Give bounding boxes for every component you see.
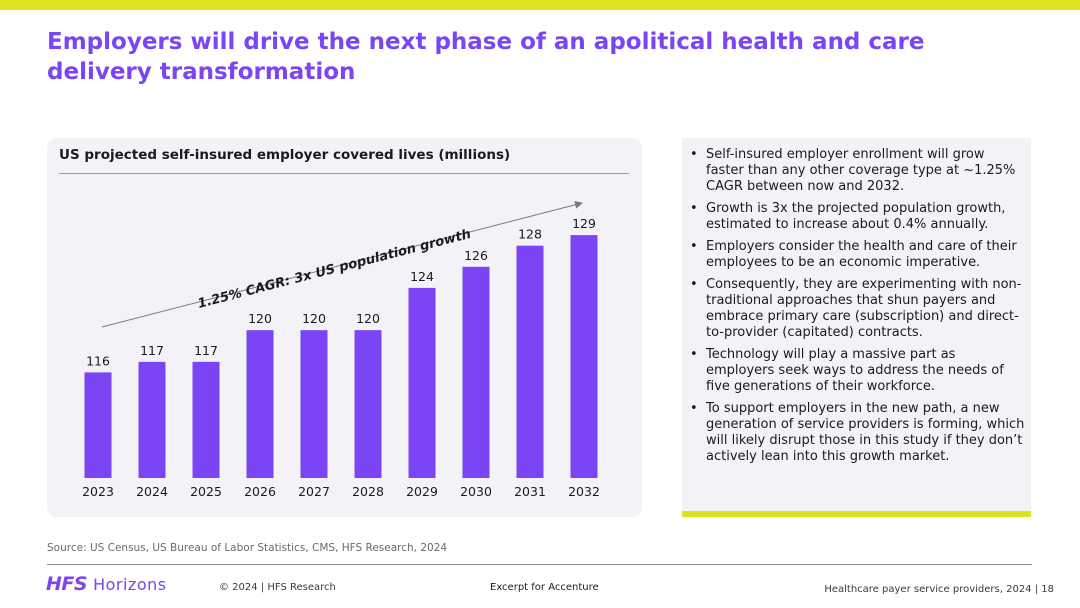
x-tick-2024: 2024 — [136, 484, 168, 499]
hfs-horizons-logo: HFS Horizons — [46, 573, 167, 595]
chart-title: US projected self-insured employer cover… — [59, 147, 511, 163]
chart-panel: US projected self-insured employer cover… — [47, 138, 642, 517]
data-label-2032: 129 — [572, 216, 596, 231]
x-tick-2029: 2029 — [406, 484, 438, 499]
key-points-panel: Self-insured employer enrollment will gr… — [682, 138, 1031, 512]
x-tick-2032: 2032 — [568, 484, 600, 499]
bar-2024 — [138, 361, 166, 478]
key-points-list: Self-insured employer enrollment will gr… — [688, 147, 1025, 471]
data-label-2027: 120 — [302, 311, 326, 326]
x-tick-2023: 2023 — [82, 484, 114, 499]
key-point-item: Technology will play a massive part as e… — [688, 347, 1025, 395]
chart-title-divider — [59, 173, 629, 174]
bar-2031 — [516, 245, 544, 478]
x-tick-2025: 2025 — [190, 484, 222, 499]
data-label-2031: 128 — [518, 227, 542, 242]
x-tick-2030: 2030 — [460, 484, 492, 499]
bar-chart: 116 117 117 120 120 120 124 126 128 129 2023 2024 2… — [82, 200, 600, 499]
copyright-text: © 2024 | HFS Research — [219, 582, 336, 593]
data-label-2028: 120 — [356, 311, 380, 326]
growth-trend-arrow — [101, 200, 583, 328]
data-label-2024: 117 — [140, 343, 164, 358]
footer-divider — [47, 564, 1032, 565]
logo-hfs-text: HFS — [46, 573, 88, 595]
bar-2030 — [462, 266, 490, 478]
key-point-item: Self-insured employer enrollment will gr… — [688, 147, 1025, 195]
data-label-2026: 120 — [248, 311, 272, 326]
page-info: Healthcare payer service providers, 2024… — [824, 584, 1054, 595]
excerpt-label: Excerpt for Accenture — [490, 582, 599, 593]
x-tick-2027: 2027 — [298, 484, 330, 499]
bar-2032 — [570, 235, 598, 478]
bar-2027 — [300, 330, 328, 478]
bar-2025 — [192, 361, 220, 478]
data-label-2029: 124 — [410, 269, 434, 284]
key-point-item: Employers consider the health and care o… — [688, 239, 1025, 271]
bar-2026 — [246, 330, 274, 478]
x-tick-2031: 2031 — [514, 484, 546, 499]
logo-horizons-text: Horizons — [93, 574, 167, 594]
source-note: Source: US Census, US Bureau of Labor St… — [47, 542, 448, 554]
bar-2028 — [354, 330, 382, 478]
bar-2023 — [84, 372, 112, 478]
data-label-2023: 116 — [86, 353, 110, 368]
x-tick-2028: 2028 — [352, 484, 384, 499]
key-point-item: Consequently, they are experimenting wit… — [688, 277, 1025, 341]
x-tick-2026: 2026 — [244, 484, 276, 499]
data-label-2025: 117 — [194, 343, 218, 358]
key-points-underline — [682, 511, 1031, 517]
bar-2029 — [408, 287, 436, 478]
key-point-item: To support employers in the new path, a … — [688, 401, 1025, 465]
key-point-item: Growth is 3x the projected population gr… — [688, 201, 1025, 233]
slide-title: Employers will drive the next phase of a… — [47, 29, 925, 85]
data-label-2030: 126 — [464, 248, 488, 263]
top-accent-bar — [0, 0, 1080, 10]
